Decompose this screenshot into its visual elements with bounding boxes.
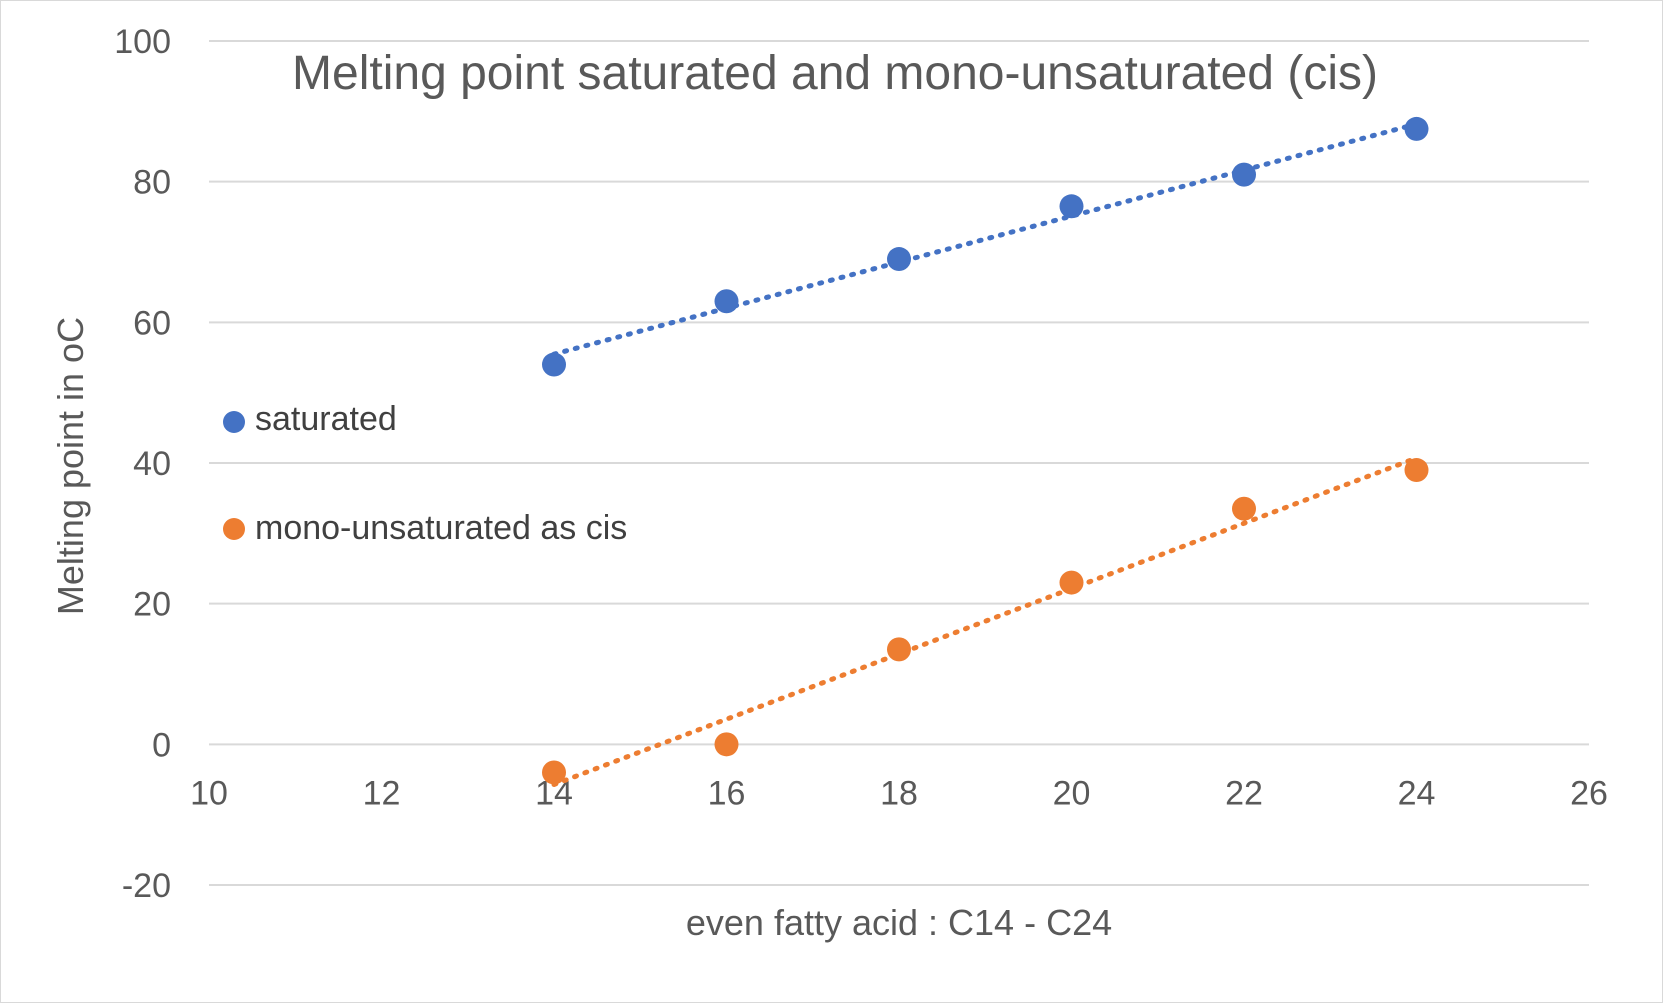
legend: saturated mono-unsaturated as cis xyxy=(223,400,627,547)
chart-title: Melting point saturated and mono-unsatur… xyxy=(292,47,1378,100)
y-tick-label-100: 100 xyxy=(114,23,171,61)
legend-marker-mono-unsaturated xyxy=(223,518,245,540)
data-point-series-1-24 xyxy=(1404,458,1429,483)
x-tick-labels: 10 12 14 16 18 20 22 24 26 xyxy=(190,774,1608,812)
trendlines xyxy=(551,121,1419,788)
x-tick-label-24: 24 xyxy=(1398,774,1436,812)
y-tick-label-20: 20 xyxy=(133,586,171,624)
y-tick-label-0: 0 xyxy=(152,726,171,764)
y-tick-labels: -20 0 20 40 60 80 100 xyxy=(114,23,171,905)
gridlines xyxy=(209,40,1589,886)
legend-label-mono-unsaturated: mono-unsaturated as cis xyxy=(255,509,627,547)
y-axis-title: Melting point in oC xyxy=(50,317,91,615)
x-tick-label-12: 12 xyxy=(363,774,401,812)
data-point-series-1-22 xyxy=(1232,496,1256,521)
y-tick-label-40: 40 xyxy=(133,445,171,483)
data-point-series-1-20 xyxy=(1059,570,1084,595)
data-point-series-0-16 xyxy=(714,289,739,314)
x-tick-label-18: 18 xyxy=(880,774,918,812)
y-tick-label-60: 60 xyxy=(133,304,171,342)
data-point-series-0-14 xyxy=(542,352,566,377)
x-tick-label-26: 26 xyxy=(1570,774,1608,812)
data-point-series-0-18 xyxy=(887,247,911,272)
x-tick-label-16: 16 xyxy=(708,774,746,812)
x-axis-title: even fatty acid : C14 - C24 xyxy=(686,902,1112,943)
data-point-series-0-24 xyxy=(1404,116,1429,141)
data-point-series-0-20 xyxy=(1059,194,1084,219)
trendline-series-0 xyxy=(551,121,1419,357)
x-tick-label-20: 20 xyxy=(1053,774,1091,812)
data-point-series-1-16 xyxy=(714,732,739,757)
data-point-series-0-22 xyxy=(1232,162,1256,187)
trendline-series-1 xyxy=(551,455,1419,788)
x-tick-label-10: 10 xyxy=(190,774,228,812)
legend-marker-saturated xyxy=(223,411,245,433)
y-tick-label--20: -20 xyxy=(122,867,171,905)
x-tick-label-22: 22 xyxy=(1225,774,1263,812)
legend-label-saturated: saturated xyxy=(255,400,397,438)
y-tick-label-80: 80 xyxy=(133,164,171,202)
data-points xyxy=(542,116,1429,785)
data-point-series-1-18 xyxy=(887,637,911,662)
data-point-series-1-14 xyxy=(542,760,566,785)
